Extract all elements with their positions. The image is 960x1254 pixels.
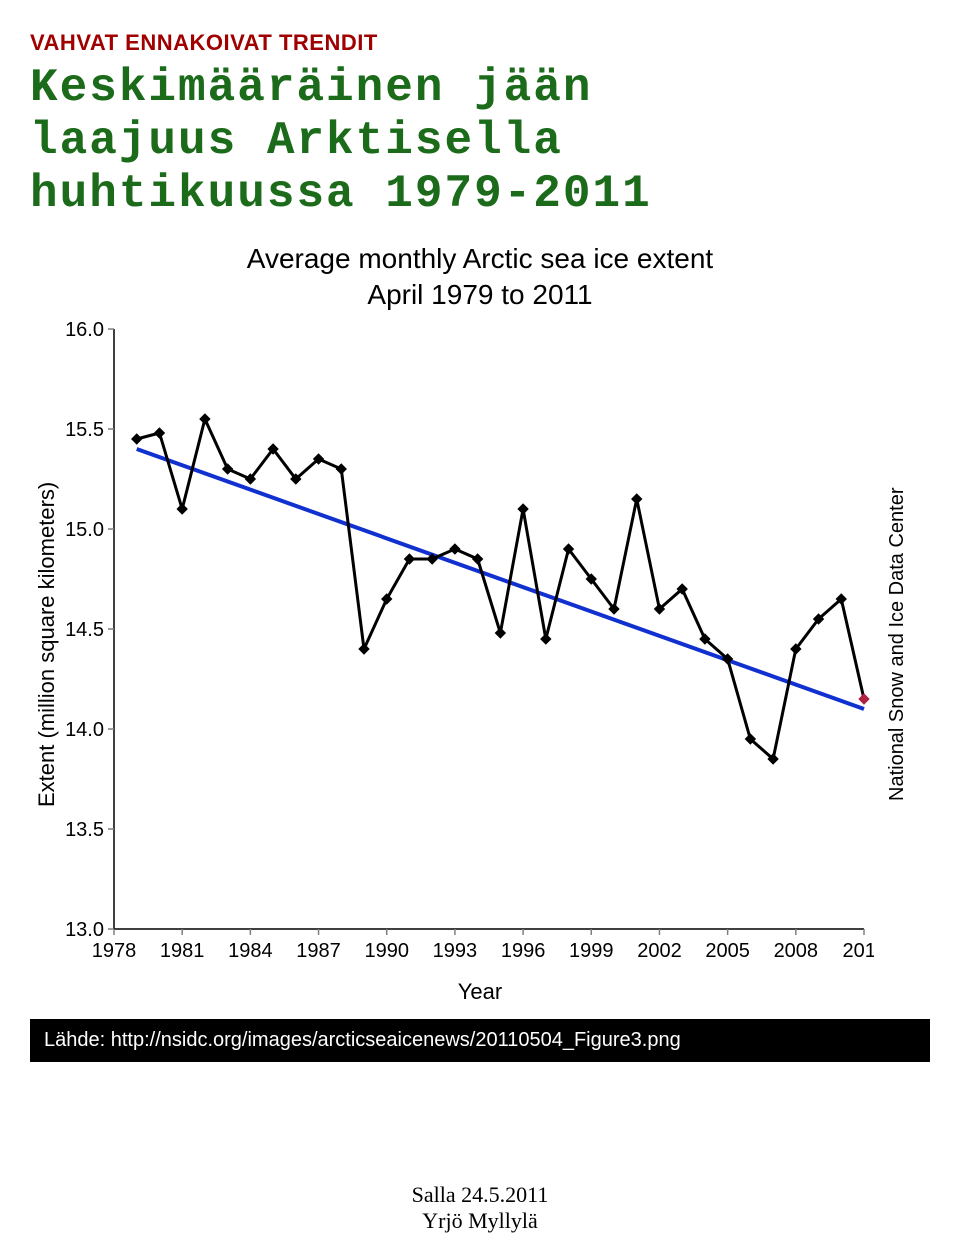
page-title: Keskimääräinen jään laajuus Arktisella h… [30,62,930,221]
svg-text:1996: 1996 [501,940,546,962]
svg-text:1993: 1993 [433,940,478,962]
x-axis-label: Year [30,979,930,1005]
svg-text:1978: 1978 [92,940,137,962]
svg-text:1981: 1981 [160,940,205,962]
svg-text:14.0: 14.0 [65,719,104,741]
svg-text:1984: 1984 [228,940,273,962]
title-line-1: Keskimääräinen jään [30,62,930,115]
svg-text:13.0: 13.0 [65,919,104,941]
svg-text:15.0: 15.0 [65,519,104,541]
chart-title-line-2: April 1979 to 2011 [367,279,592,310]
svg-text:2002: 2002 [637,940,682,962]
source-caption: Lähde: http://nsidc.org/images/arcticsea… [30,1019,930,1062]
pretitle: VAHVAT ENNAKOIVAT TRENDIT [30,30,930,56]
title-line-2: laajuus Arktisella [30,115,930,168]
footer-line-1: Salla 24.5.2011 [0,1182,960,1208]
svg-text:2011: 2011 [842,940,874,962]
chart-svg: 13.0 13.5 14.0 14.5 15.0 15.5 16.0 1978 1981 1984… [64,319,874,969]
chart-container: Average monthly Arctic sea ice extent Ap… [30,241,930,1063]
svg-text:2005: 2005 [705,940,750,962]
svg-text:1990: 1990 [364,940,409,962]
title-line-3: huhtikuussa 1979-2011 [30,168,930,221]
svg-text:1987: 1987 [296,940,341,962]
svg-text:1999: 1999 [569,940,614,962]
y-axis-label: Extent (million square kilometers) [30,319,64,969]
right-credit-label: National Snow and Ice Data Center [882,319,913,969]
svg-text:15.5: 15.5 [65,419,104,441]
chart-title-line-1: Average monthly Arctic sea ice extent [247,243,713,274]
chart-svg-wrap: 13.0 13.5 14.0 14.5 15.0 15.5 16.0 1978 1981 1984… [64,319,874,969]
footer-line-2: Yrjö Myllylä [0,1208,960,1234]
svg-text:14.5: 14.5 [65,619,104,641]
svg-text:13.5: 13.5 [65,819,104,841]
chart-title: Average monthly Arctic sea ice extent Ap… [30,241,930,314]
page-footer: Salla 24.5.2011 Yrjö Myllylä [0,1182,960,1234]
svg-text:2008: 2008 [774,940,819,962]
svg-text:16.0: 16.0 [65,319,104,341]
